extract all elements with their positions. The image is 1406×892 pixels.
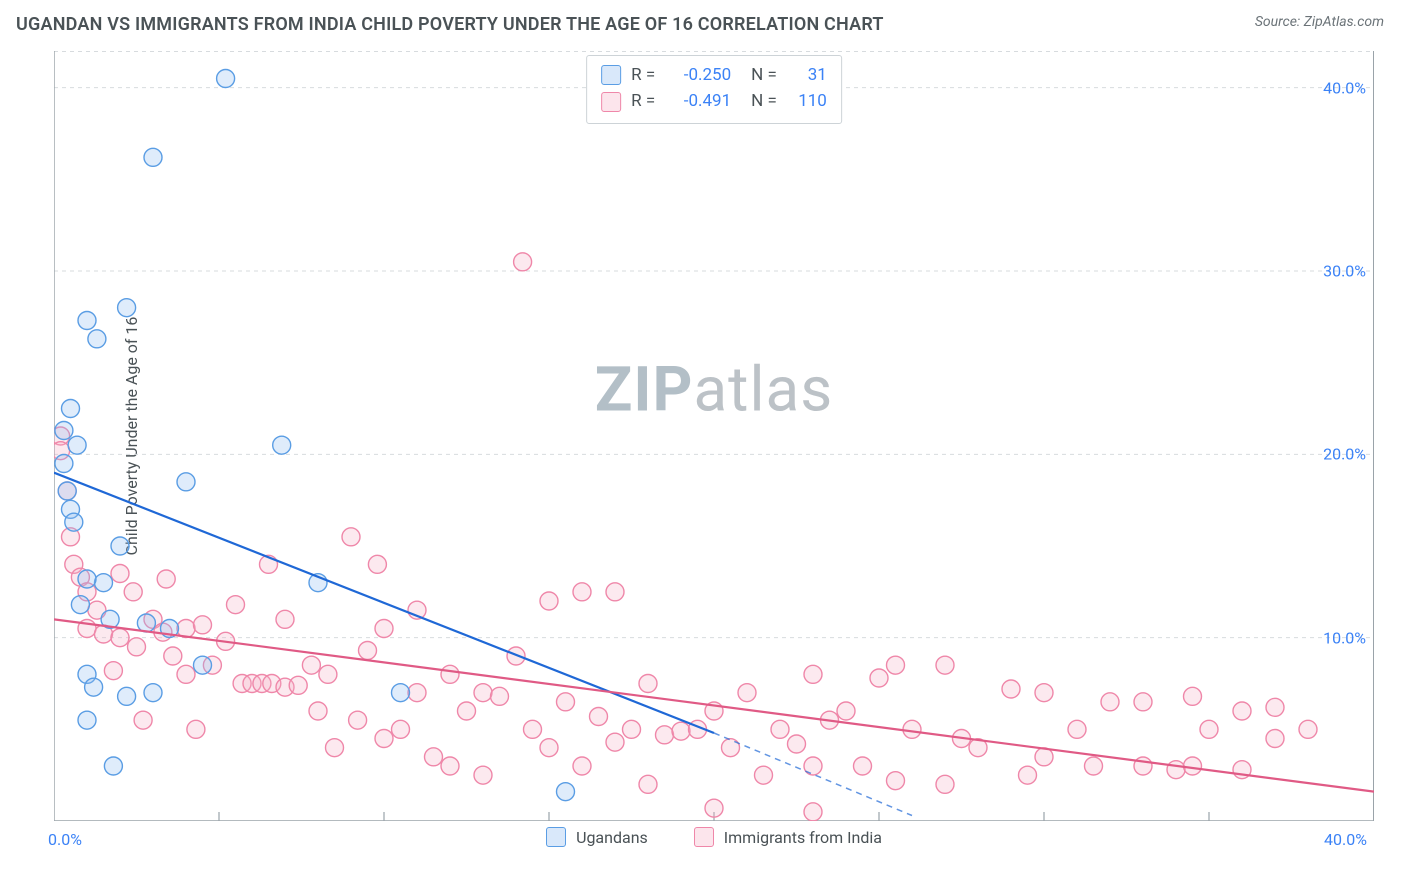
stats-row: R =-0.491N =110 xyxy=(601,88,827,114)
x-tick-label: 40.0% xyxy=(1324,830,1367,849)
scatter-chart xyxy=(54,51,1374,821)
chart-title: UGANDAN VS IMMIGRANTS FROM INDIA CHILD P… xyxy=(16,14,884,35)
stats-row: R =-0.250N =31 xyxy=(601,62,827,88)
y-tick-label: 10.0% xyxy=(1323,628,1366,647)
x-tick-label: 0.0% xyxy=(48,830,82,849)
y-tick-label: 40.0% xyxy=(1323,78,1366,97)
legend-label: Immigrants from India xyxy=(724,828,882,847)
legend-label: Ugandans xyxy=(576,828,648,847)
source-label: Source: ZipAtlas.com xyxy=(1255,14,1384,30)
legend-swatch xyxy=(694,827,714,847)
plot-area: Child Poverty Under the Age of 16 ZIPatl… xyxy=(54,51,1374,821)
y-tick-label: 30.0% xyxy=(1323,262,1366,281)
legend-swatch xyxy=(546,827,566,847)
y-tick-label: 20.0% xyxy=(1323,445,1366,464)
series-legend: Ugandans Immigrants from India xyxy=(546,827,882,847)
stats-legend: R =-0.250N =31R =-0.491N =110 xyxy=(586,55,842,124)
